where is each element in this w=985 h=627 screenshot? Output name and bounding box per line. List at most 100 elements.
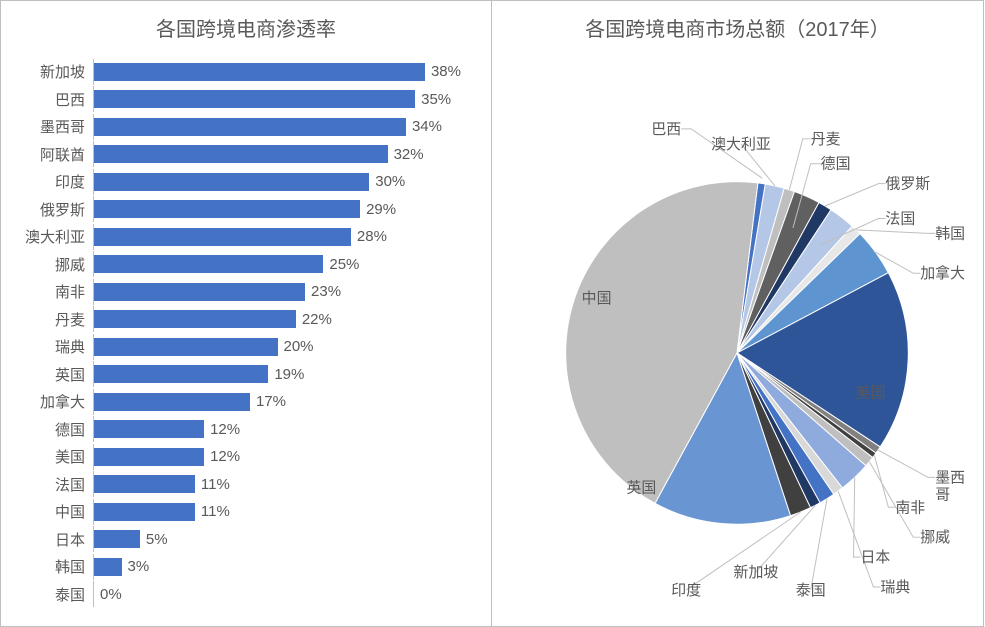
bar-row: 美国 12% bbox=[13, 444, 461, 470]
bar-category-label: 南非 bbox=[13, 281, 93, 302]
bar-track: 29% bbox=[93, 196, 461, 222]
bar-category-label: 英国 bbox=[13, 364, 93, 385]
pie-leader-line bbox=[856, 230, 935, 234]
pie-slice-label: 英国 bbox=[626, 478, 656, 496]
bar-category-label: 韩国 bbox=[13, 556, 93, 577]
bar-chart-title: 各国跨境电商渗透率 bbox=[1, 1, 491, 50]
bar-value-label: 28% bbox=[357, 228, 387, 245]
bar-category-label: 澳大利亚 bbox=[13, 226, 93, 247]
bar-value-label: 20% bbox=[284, 338, 314, 355]
bar-value-label: 0% bbox=[100, 586, 122, 603]
bar-track: 22% bbox=[93, 306, 461, 332]
bar-chart-body: 新加坡38%巴西35%墨西哥34%阿联酋32%印度30%俄罗斯29%澳大利亚28… bbox=[1, 50, 491, 626]
bar-fill bbox=[94, 283, 305, 301]
bar-fill bbox=[94, 200, 360, 218]
bar-track: 23% bbox=[93, 279, 461, 305]
bar-value-label: 34% bbox=[412, 118, 442, 135]
pie-slice-label: 墨西哥 bbox=[935, 469, 965, 503]
bar-value-label: 11% bbox=[201, 476, 230, 493]
pie-chart-body: 巴西澳大利亚丹麦德国俄罗斯法国韩国加拿大美国墨西哥南非挪威日本瑞典泰国新加坡印度… bbox=[492, 50, 983, 626]
bar-value-label: 25% bbox=[329, 256, 359, 273]
pie-chart-title: 各国跨境电商市场总额（2017年） bbox=[492, 1, 983, 50]
pie-slice-label: 泰国 bbox=[796, 582, 826, 599]
bar-fill bbox=[94, 503, 195, 521]
bar-fill bbox=[94, 475, 195, 493]
bar-category-label: 德国 bbox=[13, 419, 93, 440]
pie-leader-line bbox=[838, 491, 880, 587]
market-total-pie-chart-panel: 各国跨境电商市场总额（2017年） 巴西澳大利亚丹麦德国俄罗斯法国韩国加拿大美国… bbox=[491, 0, 984, 627]
bar-track: 28% bbox=[93, 224, 461, 250]
bar-row: 日本5% bbox=[13, 526, 461, 552]
bar-value-label: 12% bbox=[210, 421, 240, 438]
bar-fill bbox=[94, 145, 388, 163]
bar-track: 38% bbox=[93, 59, 461, 85]
pie-leader-line bbox=[878, 450, 935, 477]
bar-category-label: 泰国 bbox=[13, 584, 93, 605]
bar-track: 17% bbox=[93, 389, 461, 415]
bar-track: 34% bbox=[93, 114, 461, 140]
pie-leader-line bbox=[854, 477, 861, 557]
bar-track: 12% bbox=[93, 444, 461, 470]
bar-row: 南非 23% bbox=[13, 279, 461, 305]
bar-fill bbox=[94, 173, 369, 191]
bar-row: 阿联酋32% bbox=[13, 141, 461, 167]
pie-slice-label: 瑞典 bbox=[880, 579, 910, 596]
bar-category-label: 巴西 bbox=[13, 89, 93, 110]
penetration-bar-chart-panel: 各国跨境电商渗透率 新加坡38%巴西35%墨西哥34%阿联酋32%印度30%俄罗… bbox=[0, 0, 492, 627]
bar-value-label: 22% bbox=[302, 311, 332, 328]
bar-track: 20% bbox=[93, 334, 461, 360]
pie-slice-label: 新加坡 bbox=[734, 564, 779, 581]
bar-category-label: 法国 bbox=[13, 474, 93, 495]
bar-track: 30% bbox=[93, 169, 461, 195]
bar-row: 瑞典 20% bbox=[13, 334, 461, 360]
bar-fill bbox=[94, 338, 278, 356]
bar-row: 丹麦22% bbox=[13, 306, 461, 332]
bar-value-label: 3% bbox=[128, 558, 150, 575]
pie-leader-line bbox=[789, 139, 810, 190]
bar-row: 德国 12% bbox=[13, 416, 461, 442]
pie-slice-label: 挪威 bbox=[920, 529, 950, 546]
pie-slice-label: 日本 bbox=[860, 549, 890, 566]
bar-row: 墨西哥 34% bbox=[13, 114, 461, 140]
bar-value-label: 23% bbox=[311, 283, 341, 300]
bar-row: 加拿大17% bbox=[13, 389, 461, 415]
bar-row: 俄罗斯29% bbox=[13, 196, 461, 222]
bar-track: 5% bbox=[93, 526, 461, 552]
bar-category-label: 新加坡 bbox=[13, 61, 93, 82]
pie-slice-label: 澳大利亚 bbox=[711, 136, 771, 153]
bar-category-label: 墨西哥 bbox=[13, 116, 93, 137]
bar-fill bbox=[94, 420, 204, 438]
bar-track: 32% bbox=[93, 141, 461, 167]
bar-category-label: 加拿大 bbox=[13, 391, 93, 412]
bar-fill bbox=[94, 448, 204, 466]
bar-value-label: 29% bbox=[366, 201, 396, 218]
bar-category-label: 美国 bbox=[13, 446, 93, 467]
bar-category-label: 瑞典 bbox=[13, 336, 93, 357]
pie-slice-label: 德国 bbox=[821, 155, 851, 173]
bar-value-label: 12% bbox=[210, 448, 240, 465]
pie-slice-label: 印度 bbox=[671, 582, 701, 599]
bar-category-label: 中国 bbox=[13, 501, 93, 522]
bar-category-label: 日本 bbox=[13, 529, 93, 550]
bar-fill bbox=[94, 310, 296, 328]
bar-fill bbox=[94, 530, 140, 548]
bar-category-label: 印度 bbox=[13, 171, 93, 192]
pie-chart-svg: 巴西澳大利亚丹麦德国俄罗斯法国韩国加拿大美国墨西哥南非挪威日本瑞典泰国新加坡印度… bbox=[492, 50, 983, 626]
bar-value-label: 32% bbox=[394, 146, 424, 163]
bar-fill bbox=[94, 365, 268, 383]
bar-row: 印度30% bbox=[13, 169, 461, 195]
bar-row: 韩国 3% bbox=[13, 554, 461, 580]
pie-leader-line bbox=[874, 455, 895, 507]
bar-fill bbox=[94, 228, 351, 246]
bar-row: 巴西35% bbox=[13, 86, 461, 112]
pie-slice-label: 南非 bbox=[895, 499, 925, 516]
pie-slice-label: 丹麦 bbox=[811, 131, 841, 148]
bar-track: 19% bbox=[93, 361, 461, 387]
bar-row: 泰国 0% bbox=[13, 581, 461, 607]
bar-track: 3% bbox=[93, 554, 461, 580]
bar-fill bbox=[94, 393, 250, 411]
bar-row: 法国 11% bbox=[13, 471, 461, 497]
bar-track: 12% bbox=[93, 416, 461, 442]
bar-value-label: 19% bbox=[274, 366, 304, 383]
pie-leader-line bbox=[825, 184, 885, 206]
